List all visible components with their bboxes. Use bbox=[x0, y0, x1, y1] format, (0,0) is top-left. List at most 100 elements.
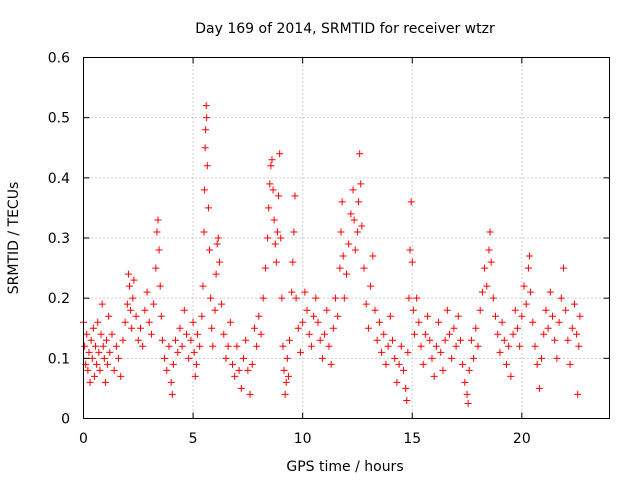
data-point bbox=[239, 354, 247, 362]
data-point bbox=[522, 300, 530, 308]
data-point bbox=[301, 288, 309, 296]
data-point bbox=[570, 300, 578, 308]
data-point bbox=[200, 228, 208, 236]
data-point bbox=[343, 270, 350, 278]
data-point bbox=[272, 258, 280, 266]
data-point bbox=[391, 354, 399, 362]
data-point bbox=[314, 318, 322, 326]
data-point bbox=[112, 342, 120, 350]
data-point bbox=[413, 294, 421, 302]
data-point bbox=[201, 144, 209, 152]
data-point bbox=[276, 150, 284, 158]
data-point bbox=[183, 330, 191, 338]
data-point bbox=[257, 330, 265, 338]
data-point bbox=[464, 399, 472, 407]
data-point bbox=[382, 360, 390, 368]
data-point bbox=[448, 354, 456, 362]
data-point bbox=[498, 318, 506, 326]
data-point bbox=[446, 330, 454, 338]
data-point bbox=[357, 180, 365, 188]
y-tick-label: 0.3 bbox=[48, 231, 70, 247]
data-point bbox=[443, 306, 451, 314]
data-point bbox=[172, 336, 180, 344]
data-point bbox=[203, 114, 211, 122]
data-point bbox=[439, 366, 447, 374]
data-point bbox=[430, 372, 438, 380]
data-point bbox=[209, 342, 217, 350]
data-point bbox=[204, 204, 212, 212]
data-point bbox=[153, 228, 161, 236]
data-point bbox=[321, 330, 329, 338]
data-point bbox=[208, 324, 216, 332]
data-point bbox=[161, 354, 169, 362]
x-axis-label: GPS time / hours bbox=[286, 459, 403, 475]
data-point bbox=[533, 360, 541, 368]
data-point bbox=[337, 228, 345, 236]
data-point bbox=[214, 234, 222, 242]
data-point bbox=[231, 372, 239, 380]
data-point bbox=[340, 294, 348, 302]
data-point bbox=[83, 330, 91, 338]
data-point bbox=[284, 372, 292, 380]
data-point bbox=[190, 348, 198, 356]
data-point bbox=[371, 306, 379, 314]
data-point bbox=[576, 312, 584, 320]
data-point bbox=[106, 348, 114, 356]
data-point bbox=[454, 312, 462, 320]
data-point bbox=[303, 306, 311, 314]
data-point bbox=[463, 390, 471, 398]
data-point bbox=[403, 396, 411, 404]
chart-title: Day 169 of 2014, SRMTID for receiver wtz… bbox=[195, 21, 495, 37]
data-point bbox=[237, 384, 245, 392]
y-tick-label: 0.6 bbox=[48, 51, 70, 67]
data-point bbox=[524, 264, 532, 272]
data-point bbox=[89, 324, 97, 332]
data-point bbox=[432, 342, 440, 350]
data-point bbox=[222, 354, 230, 362]
data-point bbox=[218, 300, 226, 308]
data-point bbox=[441, 336, 449, 344]
data-point bbox=[549, 312, 557, 320]
data-point bbox=[282, 378, 290, 386]
data-point bbox=[191, 372, 199, 380]
data-point bbox=[233, 342, 241, 350]
data-point bbox=[496, 348, 504, 356]
data-point bbox=[123, 300, 131, 308]
data-point bbox=[393, 378, 401, 386]
data-point bbox=[380, 330, 388, 338]
data-point bbox=[373, 336, 381, 344]
data-point bbox=[176, 324, 184, 332]
data-point bbox=[325, 342, 333, 350]
data-point bbox=[127, 306, 135, 314]
data-point bbox=[310, 312, 318, 320]
x-tick-label: 15 bbox=[403, 431, 421, 447]
data-point bbox=[281, 390, 289, 398]
data-point bbox=[147, 330, 155, 338]
data-point bbox=[461, 378, 469, 386]
data-point bbox=[265, 204, 273, 212]
data-point bbox=[264, 234, 272, 242]
data-point bbox=[168, 390, 176, 398]
data-point bbox=[437, 348, 445, 356]
data-point bbox=[327, 360, 335, 368]
data-point bbox=[339, 252, 347, 260]
data-point bbox=[389, 336, 397, 344]
data-point bbox=[268, 156, 276, 164]
data-point bbox=[185, 354, 193, 362]
data-point bbox=[575, 342, 583, 350]
data-point bbox=[187, 336, 195, 344]
data-point bbox=[500, 336, 508, 344]
data-point bbox=[126, 282, 134, 290]
data-point bbox=[189, 318, 197, 326]
y-tick-label: 0.4 bbox=[48, 171, 70, 187]
data-point bbox=[215, 258, 223, 266]
data-point bbox=[115, 354, 123, 362]
data-point bbox=[95, 348, 103, 356]
data-point bbox=[250, 324, 258, 332]
data-point bbox=[334, 312, 342, 320]
data-point bbox=[266, 180, 274, 188]
data-point bbox=[481, 264, 489, 272]
data-point bbox=[119, 336, 127, 344]
data-point bbox=[415, 318, 423, 326]
